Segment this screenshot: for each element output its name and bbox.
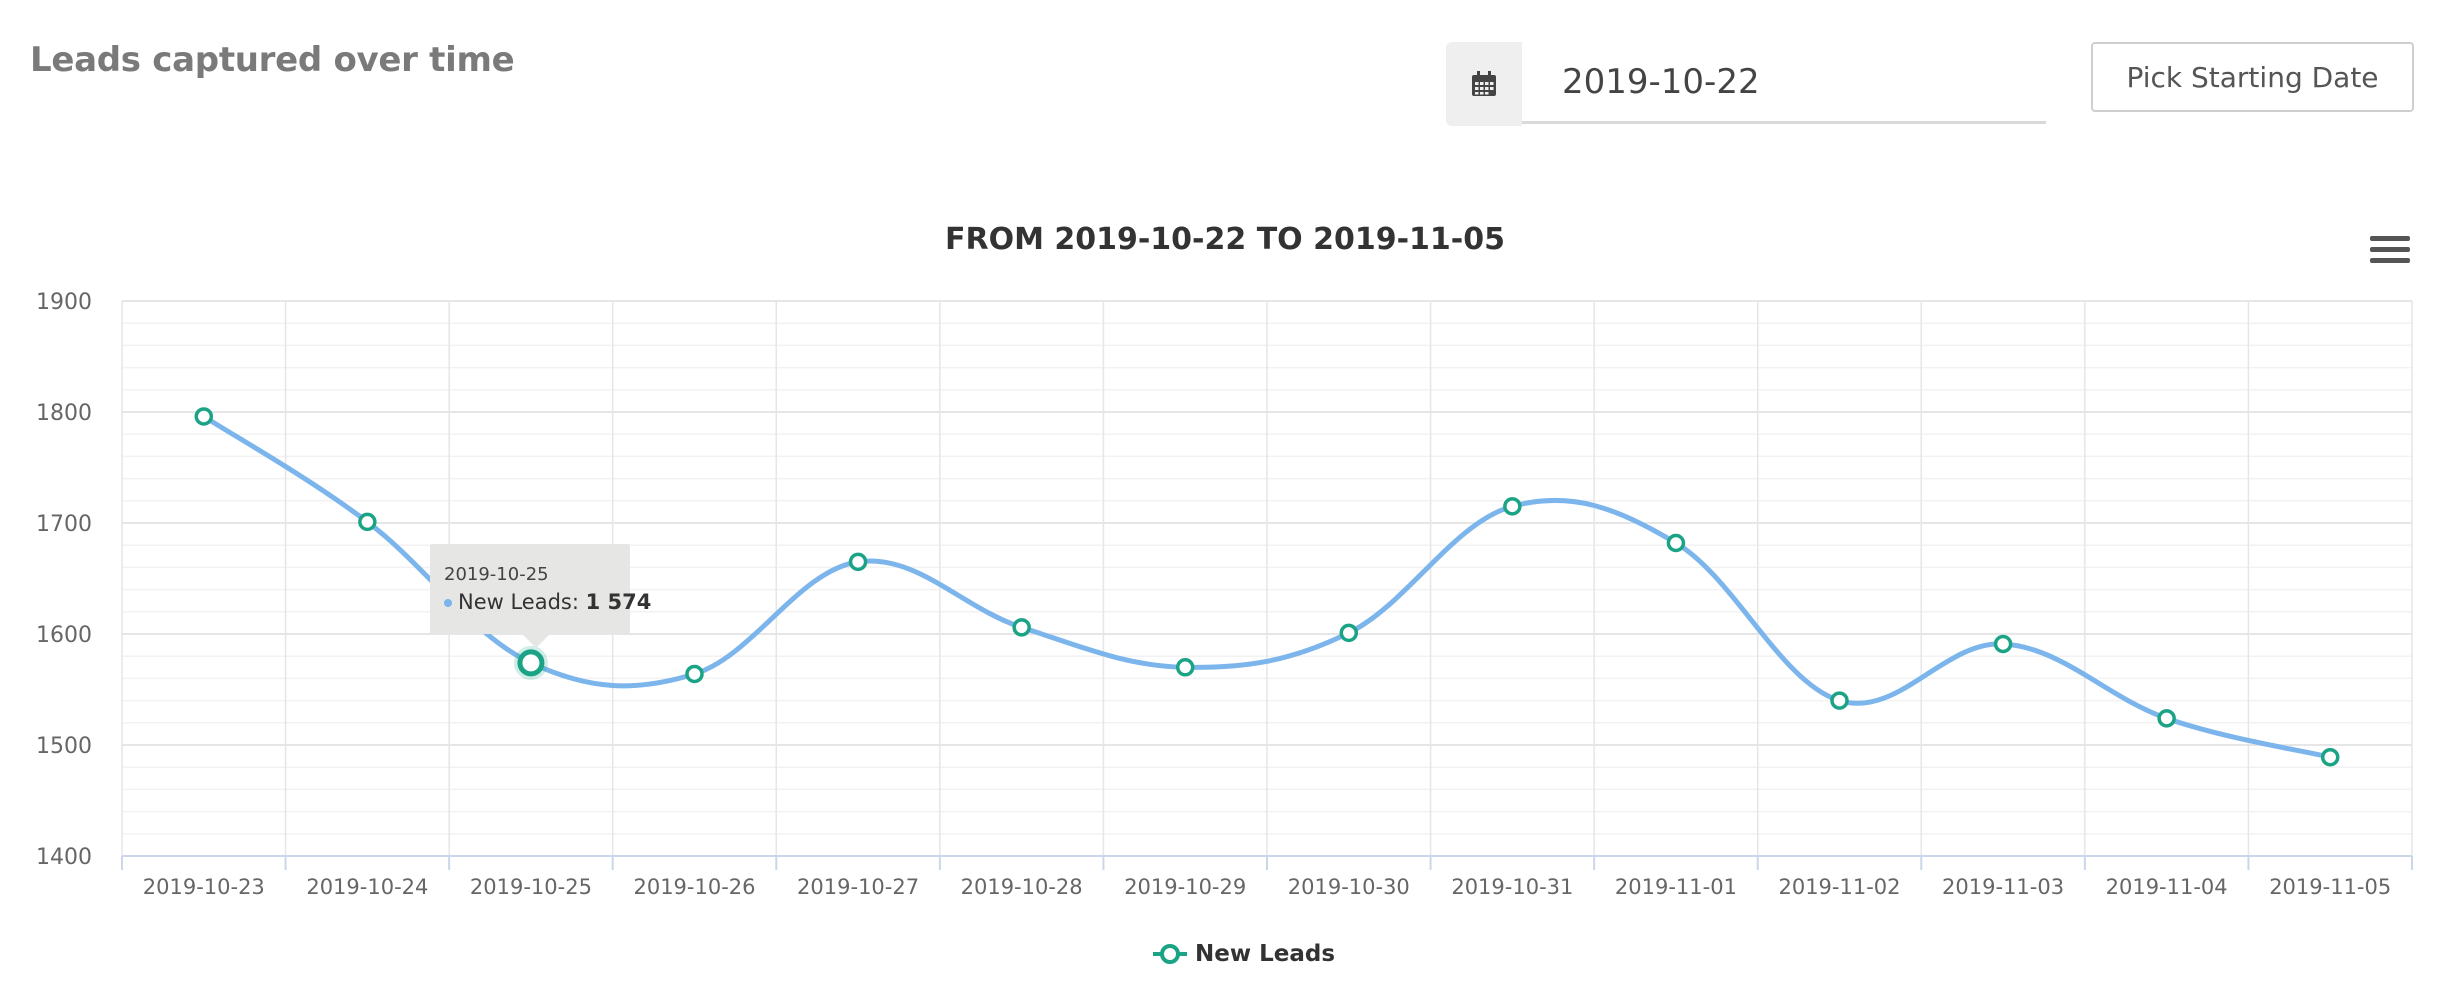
x-tick-label: 2019-10-23 [143,875,265,899]
x-tick-label: 2019-11-03 [1942,875,2064,899]
tooltip-value: 1 574 [585,590,652,614]
start-date-input[interactable] [1522,42,2046,124]
x-tick-label: 2019-10-25 [470,875,592,899]
y-tick-label: 1700 [36,512,92,537]
data-point-marker[interactable] [2157,709,2176,728]
tooltip-date: 2019-10-25 [444,564,549,585]
data-point-marker[interactable] [358,512,377,532]
y-axis-tick-labels: 1900 1800 1700 1600 1500 1400 [36,290,92,870]
y-tick-label: 1800 [36,401,92,426]
x-axis [121,855,2413,870]
x-axis-tick-labels: 2019-10-23 2019-10-24 2019-10-25 2019-10-26… [143,875,2391,899]
y-tick-label: 1500 [36,734,92,759]
x-tick-label: 2019-11-02 [1778,875,1900,899]
x-tick-label: 2019-11-01 [1615,875,1737,899]
data-point-marker[interactable] [1666,533,1686,553]
data-point-marker[interactable] [1503,497,1522,516]
data-point-marker[interactable] [848,552,868,572]
tooltip-row: New Leads: 1 574 [444,590,651,614]
tooltip-series-dot [444,599,452,607]
data-point-marker[interactable] [517,649,545,677]
chart-title: FROM 2019-10-22 TO 2019-11-05 [944,222,1506,257]
x-tick-label: 2019-10-29 [1124,875,1246,899]
tooltip-series-label: New Leads: [458,590,586,614]
date-picker-group [1446,42,2046,126]
x-tick-label: 2019-10-31 [1451,875,1573,899]
pick-starting-date-button[interactable]: Pick Starting Date [2091,42,2414,112]
data-point-marker[interactable] [194,407,214,426]
legend-label: New Leads [1195,941,1336,967]
page-title: Leads captured over time [30,40,515,80]
series-markers [194,407,2340,767]
x-tick-label: 2019-10-28 [961,875,1083,899]
data-point-marker[interactable] [1339,623,1359,643]
y-tick-label: 1400 [36,845,92,870]
data-point-marker[interactable] [1012,618,1031,637]
x-tick-label: 2019-11-04 [2106,875,2228,899]
y-tick-label: 1900 [36,290,92,315]
data-point-marker[interactable] [1830,691,1849,710]
legend-symbol [1153,944,1187,964]
legend-item-new-leads[interactable]: New Leads [1153,937,1335,971]
data-point-marker[interactable] [2320,747,2340,767]
hamburger-menu-icon[interactable] [2370,236,2410,272]
data-point-marker[interactable] [1175,658,1195,677]
x-tick-label: 2019-10-30 [1288,875,1410,899]
series-line-new-leads [201,413,2333,760]
x-tick-label: 2019-10-27 [797,875,919,899]
y-tick-label: 1600 [36,623,92,648]
data-point-marker[interactable] [1993,634,2013,654]
calendar-glyph [1472,71,1496,96]
x-tick-label: 2019-10-26 [633,875,755,899]
tooltip: 2019-10-25 New Leads: 1 574 [430,544,651,648]
x-tick-label: 2019-11-05 [2269,875,2391,899]
x-tick-label: 2019-10-24 [306,875,428,899]
data-point-marker[interactable] [685,664,704,684]
calendar-icon[interactable] [1446,42,1522,126]
